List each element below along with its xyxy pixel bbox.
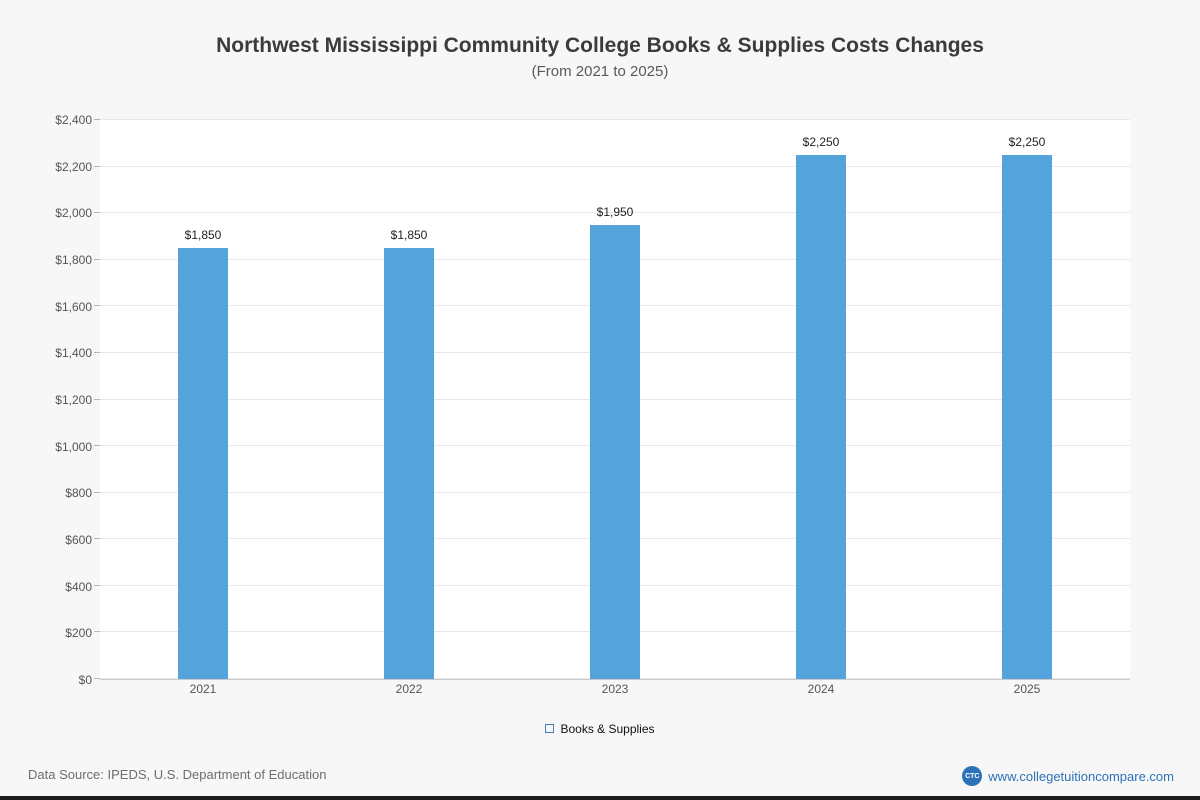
y-tick-label: $600: [65, 533, 92, 547]
y-tick-label: $1,000: [55, 439, 92, 454]
chart-title: Northwest Mississippi Community College …: [216, 34, 984, 57]
bar-2024[interactable]: [796, 154, 846, 679]
y-tick-label: $200: [65, 626, 92, 641]
y-tick-label: $800: [65, 486, 92, 501]
y-tick-label: $2,200: [55, 159, 92, 174]
bar-2021[interactable]: [178, 248, 228, 679]
legend-swatch-icon: [545, 724, 555, 733]
y-tick-label: $400: [65, 579, 92, 594]
bar-value-label: $2,250: [1008, 134, 1046, 149]
site-url-text: www.collegetuitioncompare.com: [988, 768, 1174, 784]
chart-subtitle: (From 2021 to 2025): [531, 63, 669, 80]
bar-2023[interactable]: [590, 224, 640, 679]
bar-value-label: $1,850: [390, 228, 428, 243]
bar-value-label: $1,950: [596, 204, 634, 219]
x-tick-label: 2023: [601, 682, 629, 696]
y-tick-label: $1,800: [55, 253, 92, 267]
y-tick-label: $1,600: [55, 299, 92, 314]
y-tick-label: $1,200: [55, 393, 92, 407]
x-axis: 2021 2022 2023 2024 2025: [100, 682, 1130, 702]
gridline: [94, 165, 1130, 167]
gridline: [94, 212, 1130, 214]
gridline: [94, 119, 1130, 120]
y-tick-label: $2,400: [55, 113, 92, 127]
bar-value-label: $2,250: [802, 134, 840, 149]
x-tick-label: 2021: [189, 682, 217, 696]
plot-area: $1,850 $1,850 $1,950 $2,250 $2,250: [94, 119, 1130, 680]
bar-2025[interactable]: [1002, 154, 1052, 679]
x-tick-label: 2025: [1013, 682, 1041, 696]
y-tick-label: $1,400: [55, 346, 92, 361]
x-tick-label: 2024: [807, 682, 835, 696]
site-logo-icon: CTC: [962, 766, 983, 786]
legend-label: Books & Supplies: [560, 721, 655, 736]
legend: Books & Supplies: [0, 720, 1200, 738]
x-tick-label: 2022: [395, 682, 423, 696]
bar-2022[interactable]: [384, 248, 434, 679]
site-link[interactable]: CTC www.collegetuitioncompare.com: [962, 766, 1174, 786]
y-tick-label: $2,000: [55, 206, 92, 221]
bar-value-label: $1,850: [184, 228, 222, 243]
y-tick-label: $0: [78, 673, 92, 687]
data-source-text: Data Source: IPEDS, U.S. Department of E…: [28, 767, 327, 782]
bottom-border-bar: [0, 796, 1200, 800]
legend-item-books-supplies[interactable]: Books & Supplies: [545, 721, 655, 736]
y-axis: $0 $200 $400 $600 $800 $1,000 $1,200 $1,400 $1,6…: [0, 113, 92, 687]
